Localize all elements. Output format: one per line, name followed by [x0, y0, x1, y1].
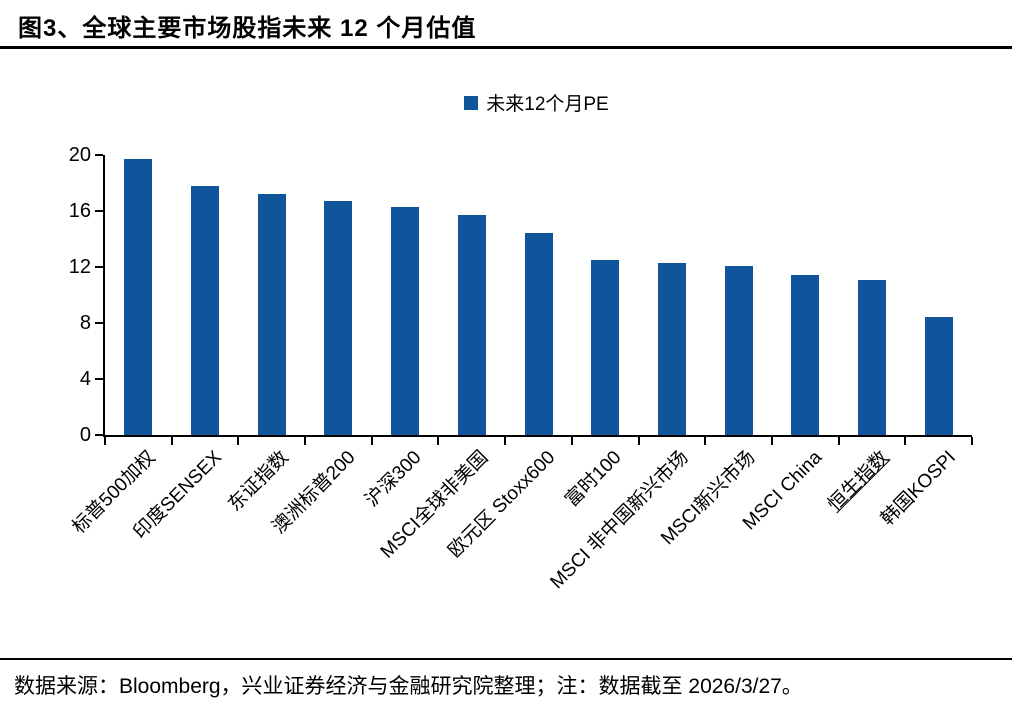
bar [257, 194, 286, 435]
x-axis-tick [170, 437, 173, 445]
plot-area: 0 4 8 12 16 20 标普500加权 印度SENSEX 东证指数 澳洲标普200 沪深300… [68, 144, 973, 593]
y-axis-tick [95, 434, 103, 436]
x-axis-tick [237, 437, 240, 445]
bar [524, 233, 553, 435]
x-axis-tick [971, 437, 973, 445]
x-axis-tick [370, 437, 373, 445]
y-tick-label: 8 [79, 312, 91, 334]
y-tick-label: 16 [68, 200, 91, 222]
bar [457, 215, 486, 435]
bar [791, 275, 820, 435]
x-axis-tick [504, 437, 507, 445]
bar [391, 206, 420, 435]
x-category-anchor: 韩国KOSPI [665, 447, 960, 530]
x-axis-tick [304, 437, 307, 445]
y-axis-tick [95, 210, 103, 212]
y-tick-label: 0 [79, 424, 91, 446]
bar [324, 201, 353, 435]
footer-rule [0, 658, 1012, 660]
x-axis-tick [437, 437, 440, 445]
title-rule [0, 46, 1012, 49]
bar [724, 265, 753, 435]
x-category-label: 韩国KOSPI [876, 447, 960, 530]
y-tick-label: 12 [68, 256, 91, 278]
x-axis-tick [637, 437, 640, 445]
bar [657, 262, 686, 435]
y-axis-tick [95, 322, 103, 324]
bar [591, 260, 620, 435]
x-axis-tick [104, 437, 106, 445]
x-axis-tick [770, 437, 773, 445]
source-note: 数据来源：Bloomberg，兴业证券经济与金融研究院整理；注：数据截至 202… [14, 675, 803, 698]
y-axis-tick [95, 266, 103, 268]
x-axis-tick [837, 437, 840, 445]
bar [857, 279, 886, 435]
y-axis-tick [95, 154, 103, 156]
legend-marker-icon [464, 95, 479, 110]
y-tick-label: 20 [68, 144, 91, 166]
x-axis-tick [704, 437, 707, 445]
bar [191, 185, 220, 435]
bar [924, 317, 953, 435]
y-axis-tick [95, 378, 103, 380]
bar [124, 159, 153, 435]
legend-label: 未来12个月PE [486, 94, 609, 115]
legend: 未来12个月PE [103, 89, 970, 116]
x-axis-tick [570, 437, 573, 445]
x-axis-tick [904, 437, 907, 445]
y-tick-label: 4 [79, 368, 91, 390]
figure-title: 图3、全球主要市场股指未来 12 个月估值 [18, 15, 477, 42]
